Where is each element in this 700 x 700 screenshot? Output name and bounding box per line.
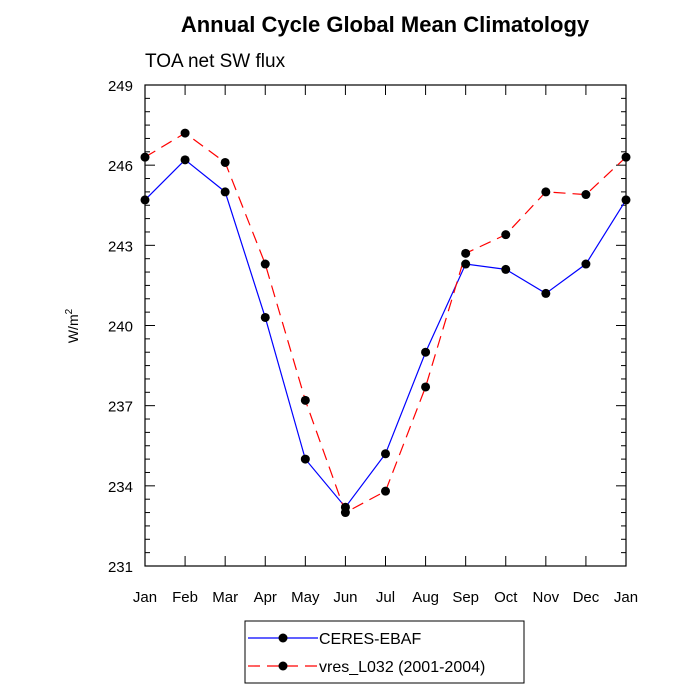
series-1-point — [381, 486, 390, 496]
series-1-point — [340, 508, 350, 518]
y-tick-label: 240 — [108, 319, 133, 336]
series-0-point — [581, 259, 591, 269]
y-tick-label: 246 — [108, 158, 133, 175]
series-1-point — [180, 128, 190, 138]
chart-title: Annual Cycle Global Mean Climatology — [181, 12, 590, 37]
x-tick-label: Dec — [573, 589, 600, 606]
series-0-point — [180, 155, 190, 165]
series-1-point — [461, 248, 471, 258]
legend-label-vres-l032: vres_L032 (2001-2004) — [319, 659, 485, 676]
x-tick-label: Jun — [333, 589, 357, 606]
series-0-point — [501, 264, 511, 274]
y-tick-label: 243 — [108, 238, 133, 255]
x-tick-label: Jan — [133, 589, 157, 606]
series-0-point — [381, 449, 390, 459]
series-0-point — [461, 259, 471, 269]
x-tick-label: Apr — [254, 589, 277, 606]
x-tick-label: Nov — [532, 589, 559, 606]
series-1-point — [300, 395, 310, 405]
x-tick-label: Jul — [376, 589, 395, 606]
series-1-point — [581, 190, 591, 200]
x-tick-label: Feb — [172, 589, 198, 606]
y-tick-labels: 231 234 237 240 243 246 249 — [108, 78, 133, 576]
series-0-point — [541, 288, 551, 298]
series-0-point — [421, 347, 431, 357]
series-0-point — [260, 312, 270, 322]
legend-box — [244, 620, 525, 684]
x-tick-label: May — [291, 589, 320, 606]
legend-marker-vres-l032 — [278, 661, 288, 671]
legend-label-ceres-ebaf: CERES-EBAF — [319, 631, 421, 648]
y-tick-label: 237 — [108, 399, 133, 416]
x-tick-label: Oct — [494, 589, 518, 606]
series-1-point — [220, 157, 230, 167]
series-0-point — [220, 187, 230, 197]
y-tick-label: 234 — [108, 479, 133, 496]
svg-text:W/m2: W/m2 — [64, 308, 81, 343]
x-tick-label: Mar — [212, 589, 238, 606]
x-tick-label: Jan — [614, 589, 638, 606]
legend-marker-ceres-ebaf — [278, 633, 288, 643]
x-tick-labels: Jan Feb Mar Apr May Jun Jul Aug Sep Oct Nov Dec Jan — [133, 589, 638, 606]
series-1-point — [421, 382, 431, 392]
chart-subtitle: TOA net SW flux — [145, 51, 286, 72]
series-0-point — [300, 454, 310, 464]
series-markers — [140, 128, 631, 518]
series-1-point — [541, 187, 551, 197]
legend: CERES-EBAF vres_L032 (2001-2004) — [244, 620, 525, 684]
y-axis-label-sup: 2 — [64, 308, 75, 314]
y-axis-label: W/m2 — [64, 308, 81, 343]
series-1-point — [260, 259, 270, 269]
x-tick-label: Sep — [452, 589, 479, 606]
series-1-point — [501, 230, 511, 240]
y-axis-label-base: W/m — [65, 314, 81, 343]
plot-frame — [144, 84, 627, 567]
y-tick-label: 231 — [108, 559, 133, 576]
x-tick-label: Aug — [412, 589, 439, 606]
y-tick-label: 249 — [108, 78, 133, 95]
